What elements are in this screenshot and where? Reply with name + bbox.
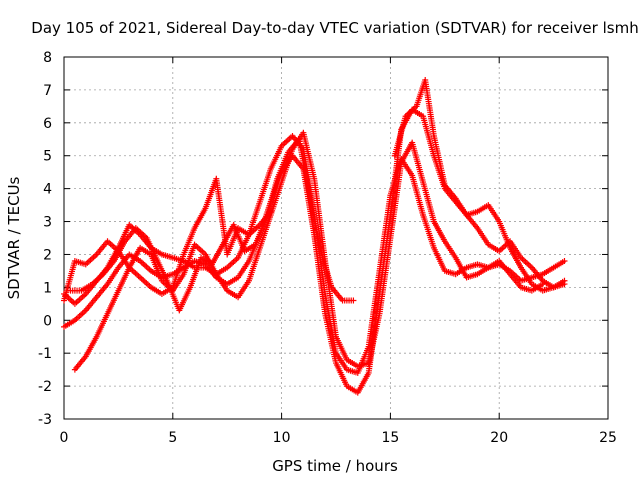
- y-tick-label: -3: [38, 412, 52, 428]
- x-tick-label: 25: [599, 430, 617, 446]
- y-tick-label: 8: [43, 50, 52, 66]
- y-tick-label: 3: [43, 215, 52, 231]
- y-tick-label: 6: [43, 116, 52, 132]
- data-point: [561, 281, 568, 288]
- x-tick-label: 5: [168, 430, 177, 446]
- tick-labels: 0 5 10 15 20 25 -3 -2 -1 0 1 2 3 4 5 6 7 8: [38, 50, 617, 446]
- x-tick-label: 20: [490, 430, 508, 446]
- y-tick-label: 7: [43, 83, 52, 99]
- x-tick-label: 15: [381, 430, 399, 446]
- y-tick-label: 4: [43, 182, 52, 198]
- x-tick-label: 10: [273, 430, 291, 446]
- y-tick-label: 5: [43, 149, 52, 165]
- y-tick-label: -2: [38, 379, 52, 395]
- data-series: [67, 136, 357, 314]
- x-tick-label: 0: [60, 430, 69, 446]
- data-series: [391, 77, 568, 291]
- data-point: [561, 258, 568, 265]
- axis-ticks: [63, 56, 609, 420]
- y-tick-label: 1: [43, 280, 52, 296]
- chart-title: Day 105 of 2021, Sidereal Day-to-day VTE…: [31, 19, 638, 37]
- plot-area-border: [63, 56, 609, 420]
- y-axis-label: SDTVAR / TECUs: [5, 176, 23, 299]
- data-points: [61, 77, 568, 396]
- x-axis-label: GPS time / hours: [272, 457, 398, 475]
- data-point: [350, 297, 357, 304]
- y-tick-label: -1: [38, 346, 52, 362]
- y-tick-label: 0: [43, 313, 52, 329]
- y-tick-label: 2: [43, 247, 52, 263]
- data-series: [71, 129, 546, 373]
